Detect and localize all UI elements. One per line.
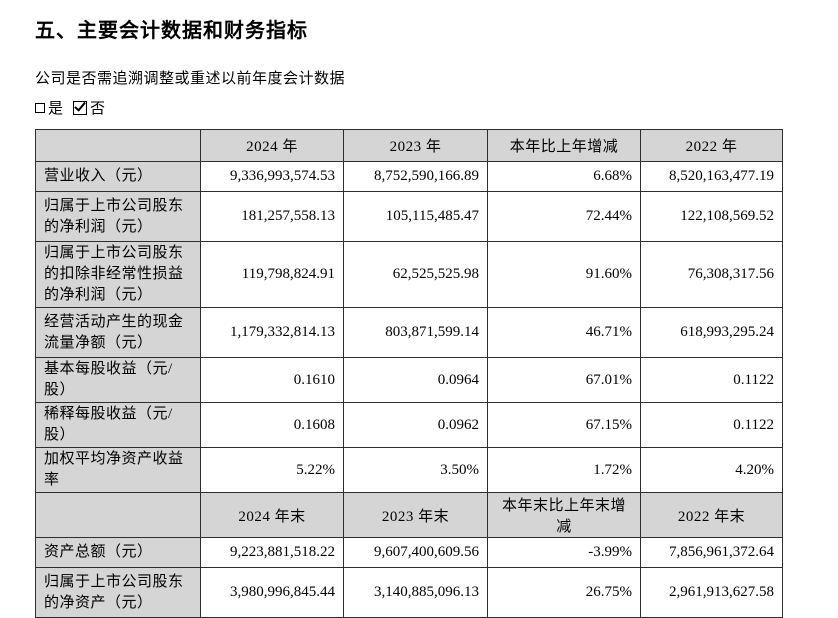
header-2024-end: 2024 年末 xyxy=(200,492,344,538)
value-change: -3.99% xyxy=(487,537,641,568)
table-row-net-profit: 归属于上市公司股东的净利润（元） 181,257,558.13 105,115,… xyxy=(35,191,783,242)
table-row-basic-eps: 基本每股收益（元/股） 0.1610 0.0964 67.01% 0.1122 xyxy=(35,357,783,403)
row-label: 归属于上市公司股东的净资产（元） xyxy=(35,567,201,618)
corner-cell xyxy=(35,492,201,538)
header-2022: 2022 年 xyxy=(640,129,783,162)
table-row-net-assets: 归属于上市公司股东的净资产（元） 3,980,996,845.44 3,140,… xyxy=(35,567,783,618)
table-row-total-assets: 资产总额（元） 9,223,881,518.22 9,607,400,609.5… xyxy=(35,537,783,568)
value-2023: 0.0964 xyxy=(343,357,488,403)
header-change: 本年比上年增减 xyxy=(487,129,641,162)
value-change: 6.68% xyxy=(487,161,641,192)
value-2023: 9,607,400,609.56 xyxy=(343,537,488,568)
row-label: 加权平均净资产收益率 xyxy=(35,447,201,493)
restatement-answer: 是 否 xyxy=(35,97,838,118)
value-2024: 0.1608 xyxy=(200,402,344,448)
value-2024: 5.22% xyxy=(200,447,344,493)
table-row-weighted-roe: 加权平均净资产收益率 5.22% 3.50% 1.72% 4.20% xyxy=(35,447,783,493)
value-2023: 0.0962 xyxy=(343,402,488,448)
header-change-end: 本年末比上年末增减 xyxy=(487,492,641,538)
value-2022: 0.1122 xyxy=(640,357,783,403)
value-2023: 105,115,485.47 xyxy=(343,191,488,242)
header-2023: 2023 年 xyxy=(343,129,488,162)
yes-label: 是 xyxy=(48,101,64,117)
value-2023: 62,525,525.98 xyxy=(343,241,488,308)
value-change: 67.01% xyxy=(487,357,641,403)
checkbox-unchecked-icon xyxy=(35,102,45,113)
value-2023: 3.50% xyxy=(343,447,488,493)
table-header-row-year-end: 2024 年末 2023 年末 本年末比上年末增减 2022 年末 xyxy=(35,492,783,538)
header-2023-end: 2023 年末 xyxy=(343,492,488,538)
value-change: 72.44% xyxy=(487,191,641,242)
value-2022: 0.1122 xyxy=(640,402,783,448)
value-2022: 122,108,569.52 xyxy=(640,191,783,242)
value-2022: 618,993,295.24 xyxy=(640,307,783,358)
value-2024: 0.1610 xyxy=(200,357,344,403)
row-label: 归属于上市公司股东的扣除非经常性损益的净利润（元） xyxy=(35,241,201,308)
value-2024: 9,336,993,574.53 xyxy=(200,161,344,192)
row-label: 归属于上市公司股东的净利润（元） xyxy=(35,191,201,242)
table-row-revenue: 营业收入（元） 9,336,993,574.53 8,752,590,166.8… xyxy=(35,161,783,192)
value-2024: 1,179,332,814.13 xyxy=(200,307,344,358)
value-2023: 8,752,590,166.89 xyxy=(343,161,488,192)
financial-indicators-table: 2024 年 2023 年 本年比上年增减 2022 年 营业收入（元） 9,3… xyxy=(35,129,783,618)
section-title: 五、主要会计数据和财务指标 xyxy=(35,20,308,42)
value-2022: 2,961,913,627.58 xyxy=(640,567,783,618)
value-2024: 3,980,996,845.44 xyxy=(200,567,344,618)
row-label: 经营活动产生的现金流量净额（元） xyxy=(35,307,201,358)
value-2023: 3,140,885,096.13 xyxy=(343,567,488,618)
value-change: 67.15% xyxy=(487,402,641,448)
row-label: 营业收入（元） xyxy=(35,161,201,192)
value-change: 26.75% xyxy=(487,567,641,618)
value-2022: 8,520,163,477.19 xyxy=(640,161,783,192)
value-2024: 181,257,558.13 xyxy=(200,191,344,242)
value-2022: 7,856,961,372.64 xyxy=(640,537,783,568)
row-label: 稀释每股收益（元/股） xyxy=(35,402,201,448)
table-row-diluted-eps: 稀释每股收益（元/股） 0.1608 0.0962 67.15% 0.1122 xyxy=(35,402,783,448)
value-2024: 9,223,881,518.22 xyxy=(200,537,344,568)
value-2022: 76,308,317.56 xyxy=(640,241,783,308)
value-change: 1.72% xyxy=(487,447,641,493)
corner-cell xyxy=(35,129,201,162)
table-row-net-profit-excl-nonrecurring: 归属于上市公司股东的扣除非经常性损益的净利润（元） 119,798,824.91… xyxy=(35,241,783,308)
no-label: 否 xyxy=(90,101,106,117)
value-change: 46.71% xyxy=(487,307,641,358)
value-2023: 803,871,599.14 xyxy=(343,307,488,358)
value-2022: 4.20% xyxy=(640,447,783,493)
header-2024: 2024 年 xyxy=(200,129,344,162)
table-header-row-annual: 2024 年 2023 年 本年比上年增减 2022 年 xyxy=(35,129,783,162)
table-row-operating-cash-flow: 经营活动产生的现金流量净额（元） 1,179,332,814.13 803,87… xyxy=(35,307,783,358)
row-label: 资产总额（元） xyxy=(35,537,201,568)
value-2024: 119,798,824.91 xyxy=(200,241,344,308)
row-label: 基本每股收益（元/股） xyxy=(35,357,201,403)
checkbox-checked-icon xyxy=(73,100,88,115)
value-change: 91.60% xyxy=(487,241,641,308)
restatement-question: 公司是否需追溯调整或重述以前年度会计数据 xyxy=(35,71,346,87)
header-2022-end: 2022 年末 xyxy=(640,492,783,538)
